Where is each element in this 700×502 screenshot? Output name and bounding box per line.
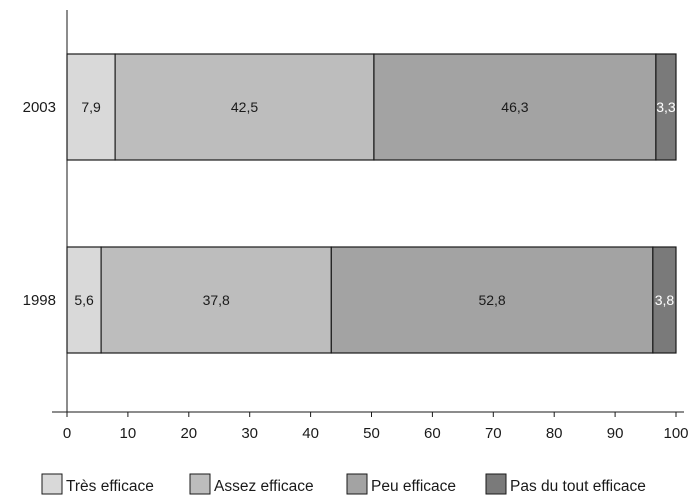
- data-label: 3,8: [655, 292, 675, 308]
- legend-swatch: [346, 473, 368, 495]
- legend-label: Très efficace: [66, 478, 154, 495]
- data-label: 3,3: [656, 99, 676, 115]
- bar-segment: [66, 53, 116, 161]
- data-label: 42,5: [231, 99, 258, 115]
- data-label: 7,9: [81, 99, 101, 115]
- category-label: 1998: [23, 292, 56, 309]
- legend-swatch: [485, 473, 507, 495]
- axes: 0 10 20 30 40 50 60 70 80 90 100 2003 1998: [23, 10, 689, 442]
- legend-swatch: [189, 473, 211, 495]
- x-tick-label: 10: [120, 425, 137, 442]
- x-tick-label: 70: [485, 425, 502, 442]
- bar-segment: [66, 246, 102, 354]
- bar-segment: [100, 246, 332, 354]
- bar-segment: [330, 246, 654, 354]
- x-tick-label: 80: [546, 425, 563, 442]
- bar-segment: [373, 53, 657, 161]
- bars: [66, 53, 677, 354]
- x-tick-label: 60: [424, 425, 441, 442]
- x-tick-label: 90: [607, 425, 624, 442]
- x-tick-label: 50: [363, 425, 380, 442]
- category-label: 2003: [23, 99, 56, 116]
- data-label: 46,3: [501, 99, 528, 115]
- data-label: 37,8: [203, 292, 230, 308]
- legend-swatch: [41, 473, 63, 495]
- data-labels: 7,9 42,5 46,3 3,3 5,6 37,8 52,8 3,8: [74, 99, 676, 308]
- x-tick-label: 20: [180, 425, 197, 442]
- bar-segment: [655, 53, 677, 161]
- data-label: 52,8: [478, 292, 505, 308]
- legend-label: Assez efficace: [214, 478, 314, 495]
- legend-label: Peu efficace: [371, 478, 456, 495]
- legend: Très efficace Assez efficace Peu efficace P…: [41, 473, 646, 495]
- bar-segment: [652, 246, 677, 354]
- data-label: 5,6: [74, 292, 94, 308]
- x-tick-label: 40: [302, 425, 319, 442]
- x-tick-label: 30: [241, 425, 258, 442]
- x-tick-label: 0: [63, 425, 71, 442]
- x-tick-label: 100: [663, 425, 688, 442]
- legend-label: Pas du tout efficace: [510, 478, 646, 495]
- bar-segment: [114, 53, 375, 161]
